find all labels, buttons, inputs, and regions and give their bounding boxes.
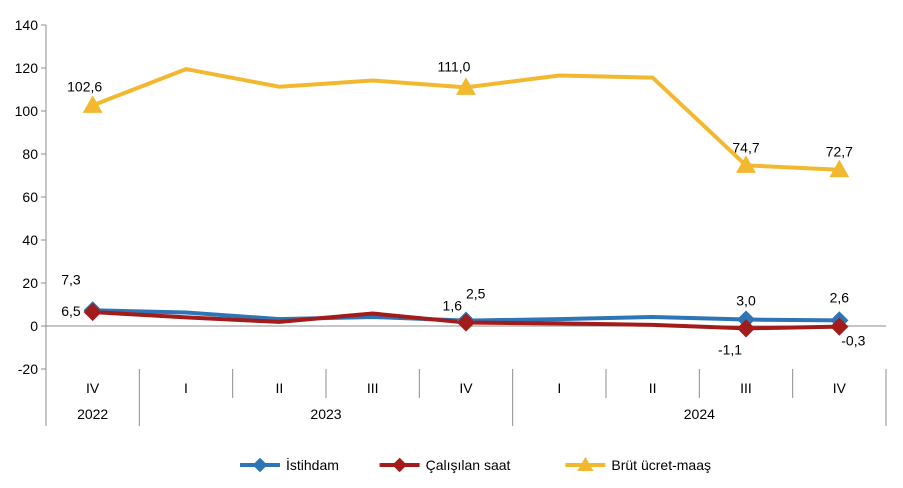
data-label: 102,6 <box>67 78 102 94</box>
data-point <box>829 159 850 178</box>
x-tick-label: III <box>740 380 752 396</box>
data-label: 2,6 <box>830 289 850 305</box>
y-tick-label: 20 <box>22 275 38 291</box>
data-point <box>82 95 103 113</box>
data-label: 72,7 <box>826 144 853 160</box>
y-tick-label: 80 <box>22 146 38 162</box>
x-tick-label: I <box>557 380 561 396</box>
data-label: 74,7 <box>732 139 759 155</box>
legend-marker <box>392 457 407 473</box>
y-tick-label: 40 <box>22 232 38 248</box>
legend-label: Brüt ücret-maaş <box>611 457 711 473</box>
data-point <box>736 155 756 173</box>
x-tick-label: IV <box>86 380 100 396</box>
legend-item: Çalışılan saat <box>379 457 511 473</box>
legend-item: İstihdam <box>240 456 339 473</box>
x-tick-label: III <box>367 380 379 396</box>
data-label: 2,5 <box>466 286 486 302</box>
x-tick-label: IV <box>459 380 473 396</box>
y-tick-label: -20 <box>18 361 38 377</box>
legend-marker <box>252 457 268 473</box>
y-tick-label: 60 <box>22 189 38 205</box>
data-label: 7,3 <box>61 271 81 287</box>
data-point <box>830 317 849 336</box>
data-label: 111,0 <box>438 58 471 74</box>
data-point <box>456 313 476 332</box>
data-label: 6,5 <box>61 303 81 319</box>
data-label: -1,1 <box>718 341 742 357</box>
year-label: 2023 <box>310 406 341 422</box>
x-tick-label: II <box>275 380 283 396</box>
data-label: 1,6 <box>443 298 463 314</box>
data-point <box>736 319 756 338</box>
x-tick-label: I <box>184 380 188 396</box>
y-tick-label: 100 <box>15 103 39 119</box>
x-tick-label: II <box>649 380 657 396</box>
data-label: 3,0 <box>736 293 756 309</box>
y-tick-label: 120 <box>15 60 39 76</box>
legend-marker <box>577 456 594 471</box>
data-label: -0,3 <box>841 333 865 349</box>
data-point <box>83 302 102 322</box>
legend-item: Brüt ücret-maaş <box>565 456 711 473</box>
year-label: 2024 <box>684 406 715 422</box>
x-tick-label: IV <box>833 380 847 396</box>
y-tick-label: 0 <box>30 318 38 334</box>
y-tick-label: 140 <box>15 17 39 33</box>
year-label: 2022 <box>77 406 108 422</box>
data-point <box>456 77 476 95</box>
legend-label: İstihdam <box>286 456 339 473</box>
legend-label: Çalışılan saat <box>426 457 511 473</box>
